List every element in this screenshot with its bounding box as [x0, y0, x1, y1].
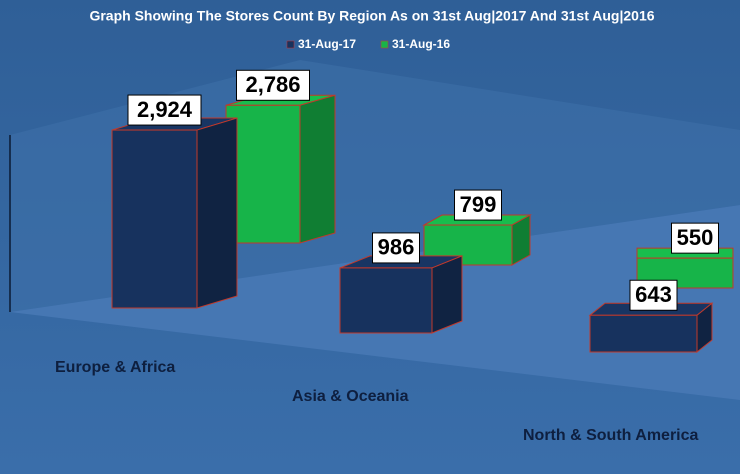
- plot: 2,924 986 643 2,786 799 550 Europe & Africa Asi…: [55, 69, 734, 444]
- legend: 31-Aug-17 31-Aug-16: [286, 37, 450, 51]
- legend-label: 31-Aug-17: [298, 37, 356, 51]
- bar-front: [339, 267, 433, 334]
- bar-front: [111, 129, 198, 309]
- x-tick-label: Asia & Oceania: [292, 388, 409, 405]
- value-label-box: [629, 279, 678, 311]
- legend-swatch: [286, 40, 295, 49]
- x-tick-label: Europe & Africa: [55, 359, 175, 376]
- chart-title: Graph Showing The Stores Count By Region…: [89, 8, 654, 24]
- value-label-box: [372, 232, 420, 264]
- bar-front: [225, 104, 301, 244]
- bar-side: [196, 117, 238, 309]
- legend-label: 31-Aug-16: [392, 37, 450, 51]
- value-label: 2,924: [137, 97, 193, 122]
- value-label: 643: [635, 282, 672, 307]
- x-tick-label: North & South America: [523, 427, 699, 444]
- value-label-box: [671, 222, 719, 254]
- bar-side: [431, 255, 463, 334]
- legend-swatch: [380, 40, 389, 49]
- value-label: 550: [677, 225, 714, 250]
- bar: [339, 255, 463, 334]
- value-label: 986: [378, 235, 415, 260]
- value-label-box: [454, 189, 502, 221]
- value-label-box: [127, 94, 202, 126]
- bar-side: [299, 94, 336, 244]
- value-label: 799: [460, 192, 497, 217]
- value-label-box: [236, 69, 310, 101]
- value-label: 2,786: [245, 72, 300, 97]
- bar-front: [589, 314, 698, 353]
- bar: [111, 117, 238, 309]
- bar: [225, 94, 336, 244]
